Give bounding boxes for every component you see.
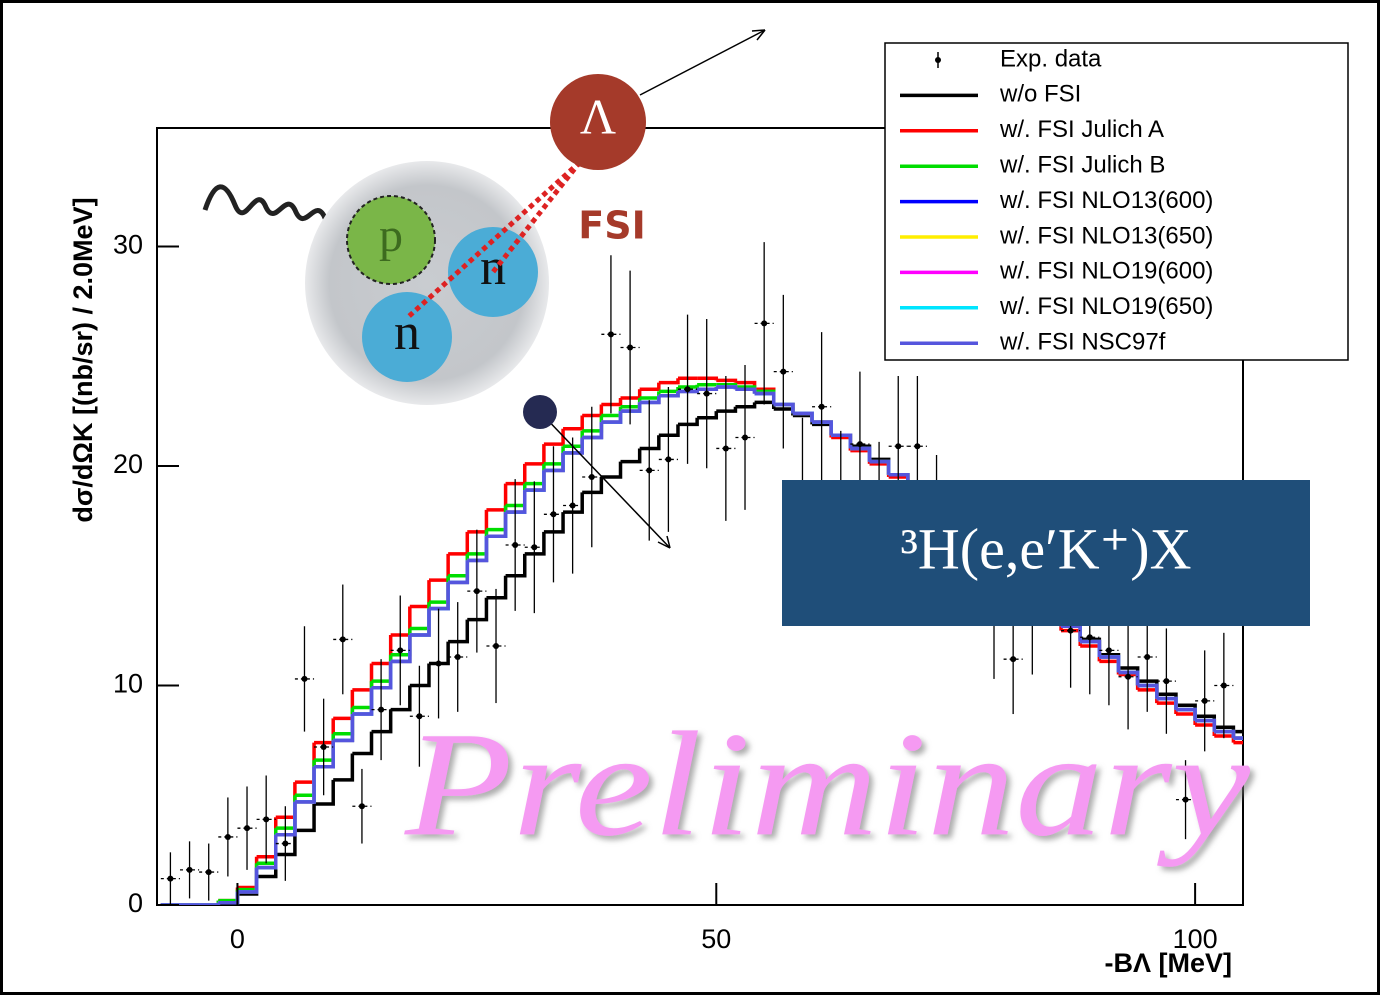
data-point [608,331,614,337]
legend-label: w/. FSI NLO19(600) [999,258,1213,285]
fsi-label: FSI [578,204,645,248]
data-point [167,876,173,882]
data-point [244,825,250,831]
data-point [1010,656,1016,662]
data-point [550,511,556,517]
y-tick-label: 30 [113,230,143,260]
data-point [723,445,729,451]
legend-swatch [935,57,941,63]
y-tick-label: 0 [128,888,143,918]
data-point [301,676,307,682]
x-tick-label: 0 [230,924,245,954]
data-point [685,386,691,392]
x-tick-label: 50 [701,924,731,954]
data-point [1125,674,1131,680]
data-point [512,542,518,548]
vertex [523,395,557,429]
y-axis-label: dσ/dΩK [(nb/sr) / 2.0MeV] [68,197,98,522]
data-point [397,647,403,653]
watermark: Preliminary [404,701,1251,867]
data-point [1144,654,1150,660]
data-point [819,404,825,410]
y-tick-label: 10 [113,669,143,699]
legend-label: w/. FSI Julich B [999,152,1165,179]
legend-label: w/. FSI Julich A [999,116,1164,143]
data-point [206,869,212,875]
data-point [665,456,671,462]
data-point [780,369,786,375]
data-point [914,443,920,449]
chart: dσ/dΩK [(nb/sr) / 2.0MeV] -BΛ [MeV] 0102… [0,0,1380,995]
legend-label: w/. FSI NLO13(650) [999,222,1213,249]
data-point [225,834,231,840]
lambda-label: Λ [580,88,616,144]
data-point [282,841,288,847]
data-point [627,344,633,350]
data-point [436,661,442,667]
y-tick-label: 20 [113,449,143,479]
data-point [742,434,748,440]
reaction-label: ³H(e,e′K⁺)X [901,516,1192,581]
legend-label: w/o FSI [999,81,1081,108]
data-point [1221,683,1227,689]
legend-label: w/. FSI NLO13(600) [999,187,1213,214]
data-point [1087,634,1093,640]
data-point [1163,678,1169,684]
data-point [1106,647,1112,653]
data-point [570,503,576,509]
neutron-label: n [394,304,420,361]
data-point [359,803,365,809]
data-point [704,391,710,397]
data-point [857,441,863,447]
legend: Exp. data w/o FSI w/. FSI Julich A w/. FSI … [885,43,1348,360]
data-point [263,816,269,822]
data-point [646,467,652,473]
proton-label: p [379,209,403,262]
data-point [187,867,193,873]
data-point [493,643,499,649]
data-point [589,474,595,480]
data-point [378,707,384,713]
data-point [1068,628,1074,634]
data-point [761,320,767,326]
data-point [895,443,901,449]
data-point [340,636,346,642]
data-point [531,544,537,550]
legend-label: w/. FSI NLO19(650) [999,293,1213,320]
legend-label: Exp. data [1000,45,1102,72]
data-point [474,588,480,594]
x-tick-label: 100 [1173,924,1218,954]
legend-label: w/. FSI NSC97f [999,329,1166,356]
data-point [321,744,327,750]
data-point [455,654,461,660]
